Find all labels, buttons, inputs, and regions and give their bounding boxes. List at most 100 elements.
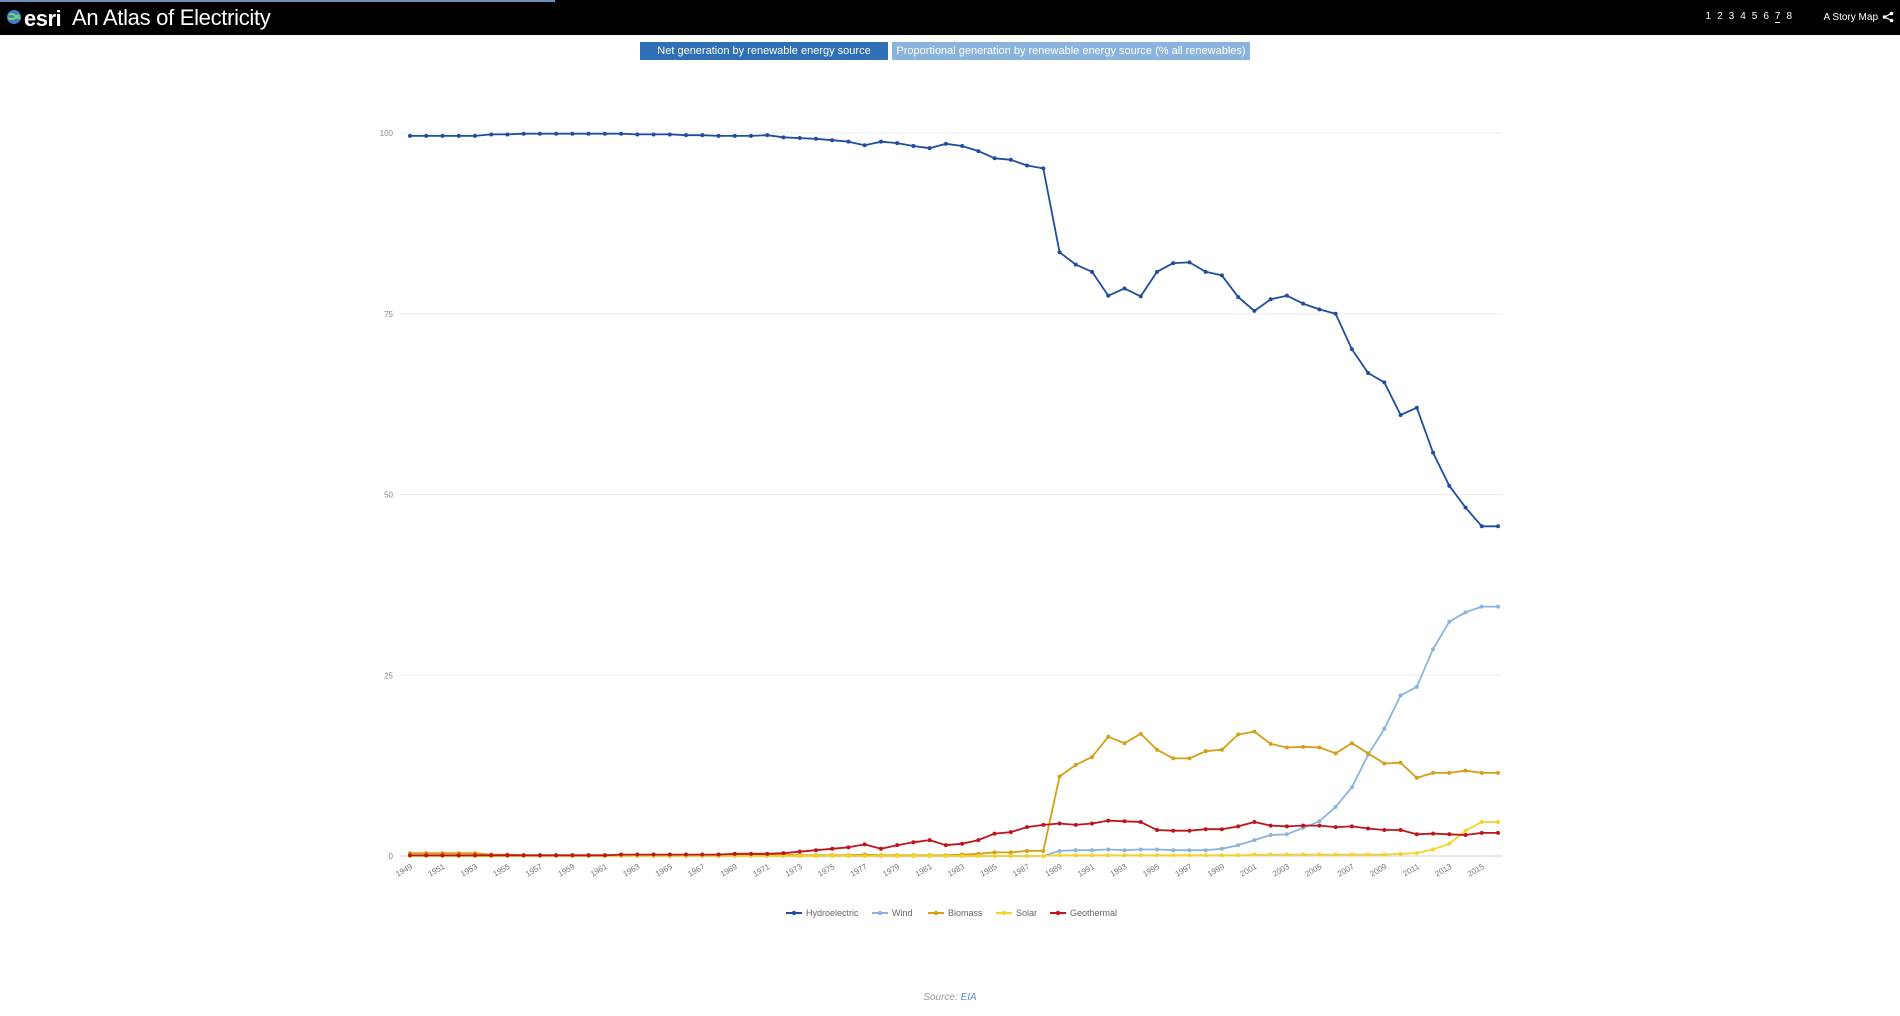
data-point-geothermal [1236,824,1241,829]
data-point-hydroelectric [1041,166,1046,171]
data-point-hydroelectric [1057,250,1062,255]
data-point-biomass [1171,756,1176,761]
data-point-hydroelectric [472,133,477,138]
data-point-solar [1187,853,1192,858]
x-tick-label: 1999 [1206,862,1226,879]
story-map-label[interactable]: A Story Map [1823,12,1878,23]
data-point-geothermal [1122,819,1127,824]
x-tick-label: 1955 [492,862,512,879]
data-point-geothermal [635,852,640,857]
data-point-wind [1122,848,1127,853]
data-point-solar [1090,853,1095,858]
data-point-geothermal [424,853,429,858]
data-point-hydroelectric [1398,412,1403,417]
data-point-biomass [1073,762,1078,767]
data-point-solar [943,854,948,858]
nav-page-7[interactable]: 7 [1774,11,1781,23]
data-point-solar [1008,854,1013,858]
legend-item-wind[interactable]: Wind [872,908,913,918]
data-point-hydroelectric [1203,269,1208,274]
data-point-hydroelectric [927,146,932,151]
data-point-solar [1252,852,1257,857]
x-tick-label: 1989 [1044,862,1064,879]
legend-item-hydroelectric[interactable]: Hydroelectric [786,908,859,918]
data-point-geothermal [813,848,818,853]
brand-logo[interactable]: esri [24,6,62,31]
data-point-geothermal [749,851,754,856]
legend-item-solar[interactable]: Solar [996,908,1037,918]
data-point-geothermal [862,842,867,847]
data-point-hydroelectric [1138,294,1143,299]
x-tick-label: 2015 [1466,862,1486,879]
data-point-solar [1431,847,1436,852]
data-point-biomass [1333,751,1338,756]
data-point-geothermal [1268,823,1273,828]
data-point-hydroelectric [651,132,656,137]
data-point-hydroelectric [1122,286,1127,291]
data-point-wind [1333,804,1338,809]
data-point-biomass [1301,744,1306,749]
nav-page-6[interactable]: 6 [1763,11,1769,22]
data-point-hydroelectric [619,131,624,136]
data-point-wind [1447,619,1452,624]
tab-net-generation[interactable]: Net generation by renewable energy sourc… [640,42,888,75]
nav-page-5[interactable]: 5 [1751,11,1758,22]
nav-page-1[interactable]: 1 [1705,11,1712,22]
data-point-solar [781,854,786,858]
data-point-biomass [1382,761,1387,766]
data-point-biomass [1041,848,1046,853]
data-point-solar [1138,853,1143,858]
data-point-solar [1463,828,1468,833]
data-point-biomass [1349,741,1354,746]
data-point-geothermal [1284,824,1289,829]
share-icon[interactable] [1882,11,1894,23]
globe-icon [7,10,21,24]
data-point-geothermal [472,853,477,858]
data-point-solar [1236,853,1241,858]
page-title: An Atlas of Electricity [72,5,271,30]
data-point-solar [878,854,883,858]
x-tick-label: 2005 [1303,862,1323,879]
data-point-geothermal [1057,821,1062,826]
nav-page-8[interactable]: 8 [1786,11,1792,22]
legend-item-geothermal[interactable]: Geothermal [1050,908,1117,918]
data-point-geothermal [878,846,883,851]
data-point-geothermal [554,853,559,858]
data-point-hydroelectric [1219,273,1224,278]
data-point-geothermal [1171,828,1176,833]
data-point-geothermal [505,853,510,858]
data-point-hydroelectric [521,131,526,136]
data-point-geothermal [1349,824,1354,829]
data-point-geothermal [1154,827,1159,832]
data-point-hydroelectric [895,141,900,146]
data-point-geothermal [1138,820,1143,825]
data-point-geothermal [684,852,689,857]
data-point-wind [1252,838,1257,843]
x-tick-label: 1975 [816,862,836,879]
data-point-wind [1090,848,1095,853]
data-point-solar [846,854,851,858]
x-tick-label: 2013 [1433,862,1453,879]
legend-label: Geothermal [1070,908,1117,918]
data-point-hydroelectric [1025,163,1030,168]
data-point-geothermal [1041,822,1046,827]
data-point-hydroelectric [456,133,461,138]
data-point-hydroelectric [424,133,429,138]
data-point-geothermal [619,852,624,857]
progress-bar [0,0,555,2]
x-tick-label: 1997 [1174,862,1194,879]
y-tick-label: 75 [384,310,393,319]
data-point-hydroelectric [1496,524,1500,529]
data-point-geothermal [1106,818,1111,823]
data-point-solar [1025,854,1030,858]
nav-page-2[interactable]: 2 [1717,11,1723,22]
tab-proportional-generation[interactable]: Proportional generation by renewable ene… [892,42,1250,60]
source-link[interactable]: EIA [960,992,977,1003]
data-point-wind [1268,833,1273,838]
data-point-geothermal [830,846,835,851]
data-point-solar [1284,852,1289,857]
data-point-solar [1219,853,1224,858]
nav-page-4[interactable]: 4 [1740,11,1746,22]
legend-item-biomass[interactable]: Biomass [928,908,983,918]
nav-page-3[interactable]: 3 [1728,11,1735,22]
